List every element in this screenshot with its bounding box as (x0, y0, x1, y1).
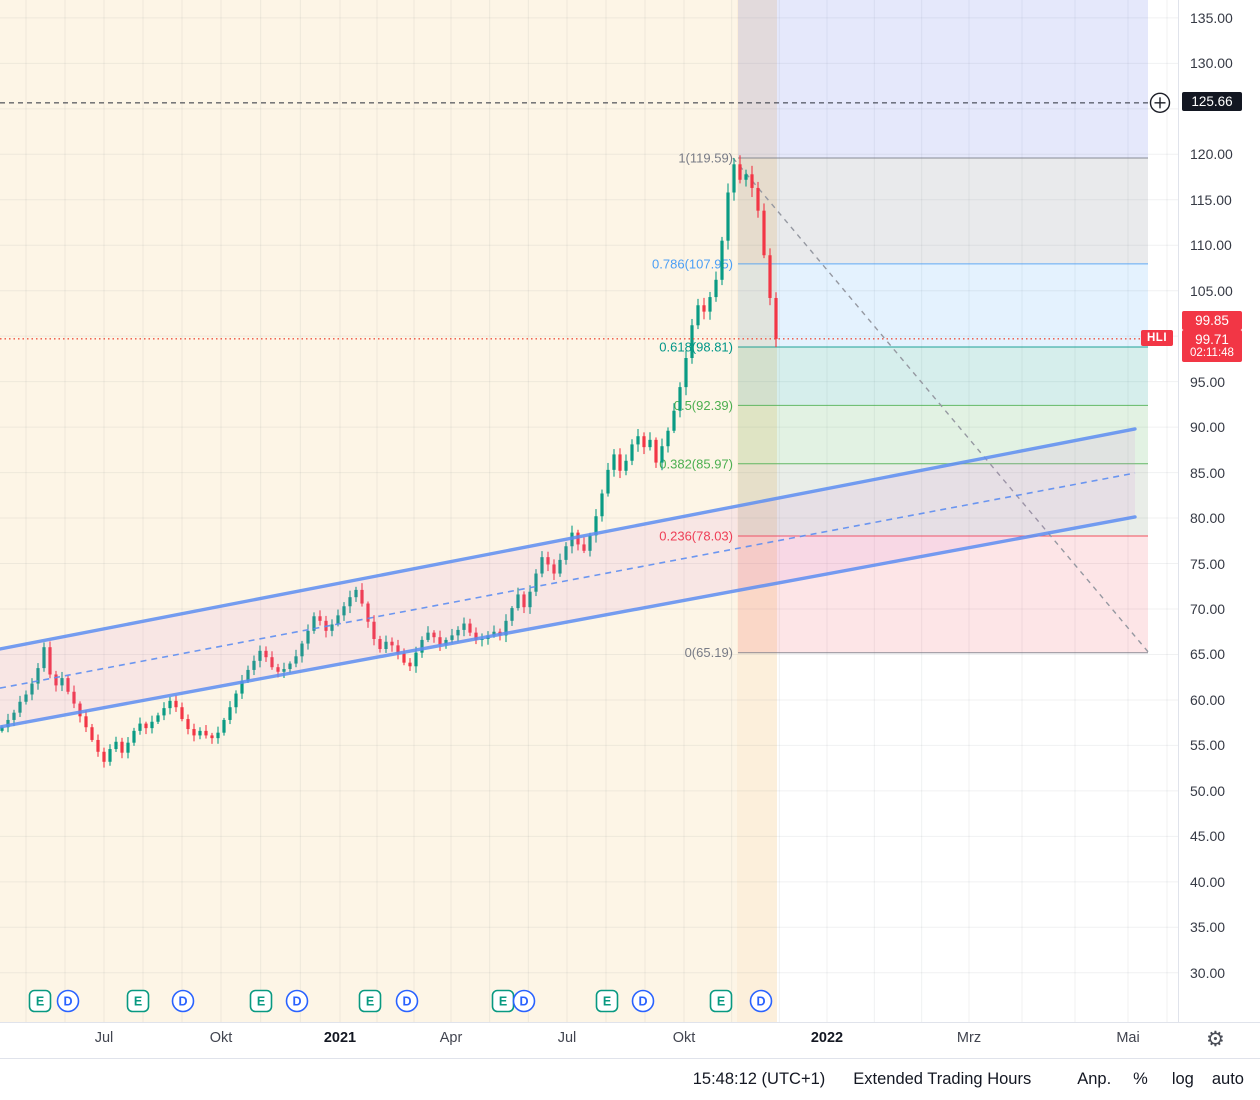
trendline-drawing[interactable] (732, 157, 1149, 653)
price-tick-label: 50.00 (1190, 782, 1226, 799)
svg-text:E: E (603, 995, 611, 1009)
fib-level-labels: 1(119.59) 0.786(107.95) 0.618(98.81) 0.5(92… (652, 151, 733, 661)
price-tick-label: 65.00 (1190, 646, 1226, 663)
time-tick-label: Jul (557, 1030, 577, 1046)
alert-price-badge[interactable]: 125.66 (1182, 91, 1242, 111)
status-bar: 15:48:12 (UTC+1) Extended Trading Hours … (0, 1058, 1260, 1100)
svg-text:0.382(85.97): 0.382(85.97) (659, 456, 733, 471)
price-tick-label: 90.00 (1190, 419, 1226, 436)
extended-trading-hours-label[interactable]: Extended Trading Hours (853, 1070, 1032, 1088)
chart-pane[interactable]: 1(119.59) 0.786(107.95) 0.618(98.81) 0.5(92… (0, 0, 1178, 1022)
price-tick-label: 40.00 (1190, 873, 1226, 890)
dividends-icon[interactable] (395, 989, 419, 1013)
svg-text:D: D (638, 995, 647, 1009)
price-tick-label: 85.00 (1190, 464, 1226, 481)
time-tick-label: Mai (1116, 1030, 1140, 1046)
time-tick-label: Jul (94, 1030, 114, 1046)
time-tick-label: Apr (439, 1030, 463, 1046)
add-alert-button[interactable] (1149, 92, 1171, 114)
log-scale-button[interactable]: log (1171, 1070, 1194, 1088)
svg-text:E: E (36, 995, 44, 1009)
price-tick-label: 30.00 (1190, 964, 1226, 981)
svg-text:E: E (257, 995, 265, 1009)
grid-layer (0, 0, 1178, 1022)
parallel-channel-drawing[interactable] (0, 427, 1137, 729)
price-tick-label: 110.00 (1190, 237, 1232, 254)
fib-retracement-drawing[interactable] (738, 0, 1148, 654)
svg-text:D: D (519, 995, 528, 1009)
symbol-price-flag: HLI (1141, 329, 1174, 346)
svg-text:E: E (499, 995, 507, 1009)
clock-timezone-button[interactable]: 15:48:12 (UTC+1) (692, 1070, 826, 1088)
price-tick-label: 130.00 (1190, 55, 1233, 72)
time-tick-year-label: 2021 (323, 1030, 357, 1046)
last-price-badge: 99.71 02:11:48 (1182, 329, 1242, 362)
chart-canvas[interactable]: 1(119.59) 0.786(107.95) 0.618(98.81) 0.5(92… (0, 0, 1178, 1022)
dividends-icon[interactable] (749, 989, 773, 1013)
price-axis[interactable]: 125.66 99.85 99.71 02:11:48 135.00 130.00… (1178, 0, 1260, 1022)
svg-text:0(65.19): 0(65.19) (685, 645, 733, 660)
session-background-layer (0, 0, 777, 1022)
axis-settings-gear-icon[interactable]: ⚙ (1206, 1028, 1225, 1051)
svg-text:E: E (366, 995, 374, 1009)
earnings-icon[interactable] (358, 989, 382, 1013)
dividends-icon[interactable] (285, 989, 309, 1013)
svg-text:D: D (63, 995, 72, 1009)
svg-text:E: E (134, 995, 142, 1009)
dividends-icon[interactable] (56, 989, 80, 1013)
svg-text:D: D (756, 995, 765, 1009)
price-tick-label: 45.00 (1190, 828, 1226, 845)
time-tick-label: Okt (209, 1030, 233, 1046)
price-tick-label: 60.00 (1190, 691, 1226, 708)
price-tick-label: 80.00 (1190, 510, 1226, 527)
dividends-icon[interactable] (171, 989, 195, 1013)
price-tick-label: 55.00 (1190, 737, 1226, 754)
premarket-price-badge: 99.85 (1182, 310, 1242, 330)
candlestick-series (0, 155, 778, 768)
dividends-icon[interactable] (512, 989, 536, 1013)
earnings-icon[interactable] (126, 989, 150, 1013)
svg-text:0.236(78.03): 0.236(78.03) (659, 528, 733, 543)
time-tick-label: Mrz (956, 1030, 982, 1046)
events-layer[interactable]: E E E E E E ED D D D D D D (28, 989, 773, 1013)
svg-text:D: D (178, 995, 187, 1009)
price-tick-label: 135.00 (1190, 9, 1233, 26)
time-axis[interactable]: ⚙ Jul Okt 2021 Apr Jul Okt 2022 Mrz Mai (0, 1022, 1260, 1058)
svg-text:1(119.59): 1(119.59) (678, 151, 733, 166)
svg-text:D: D (402, 995, 411, 1009)
svg-text:E: E (717, 995, 725, 1009)
auto-scale-button[interactable]: auto (1211, 1070, 1244, 1088)
earnings-icon[interactable] (249, 989, 273, 1013)
price-tick-label: 35.00 (1190, 919, 1226, 936)
earnings-icon[interactable] (709, 989, 733, 1013)
bar-countdown: 02:11:48 (1190, 346, 1234, 359)
price-tick-label: 70.00 (1190, 601, 1226, 617)
price-tick-label: 105.00 (1190, 282, 1233, 299)
last-price-value: 99.71 (1195, 331, 1229, 347)
time-tick-label: Okt (672, 1030, 696, 1046)
earnings-icon[interactable] (28, 989, 52, 1013)
price-tick-label: 115.00 (1190, 191, 1232, 208)
time-tick-year-label: 2022 (810, 1030, 844, 1046)
price-tick-label: 120.00 (1190, 146, 1233, 163)
adjust-data-button[interactable]: Anp. (1077, 1070, 1112, 1088)
svg-text:0.618(98.81): 0.618(98.81) (659, 340, 733, 355)
dividends-icon[interactable] (631, 989, 655, 1013)
percent-scale-button[interactable]: % (1133, 1070, 1148, 1088)
price-tick-label: 75.00 (1190, 555, 1226, 572)
svg-text:0.786(107.95): 0.786(107.95) (652, 256, 733, 271)
price-tick-label: 95.00 (1190, 373, 1226, 390)
earnings-icon[interactable] (595, 989, 619, 1013)
svg-text:0.5(92.39): 0.5(92.39) (674, 398, 733, 413)
svg-text:D: D (292, 995, 301, 1009)
